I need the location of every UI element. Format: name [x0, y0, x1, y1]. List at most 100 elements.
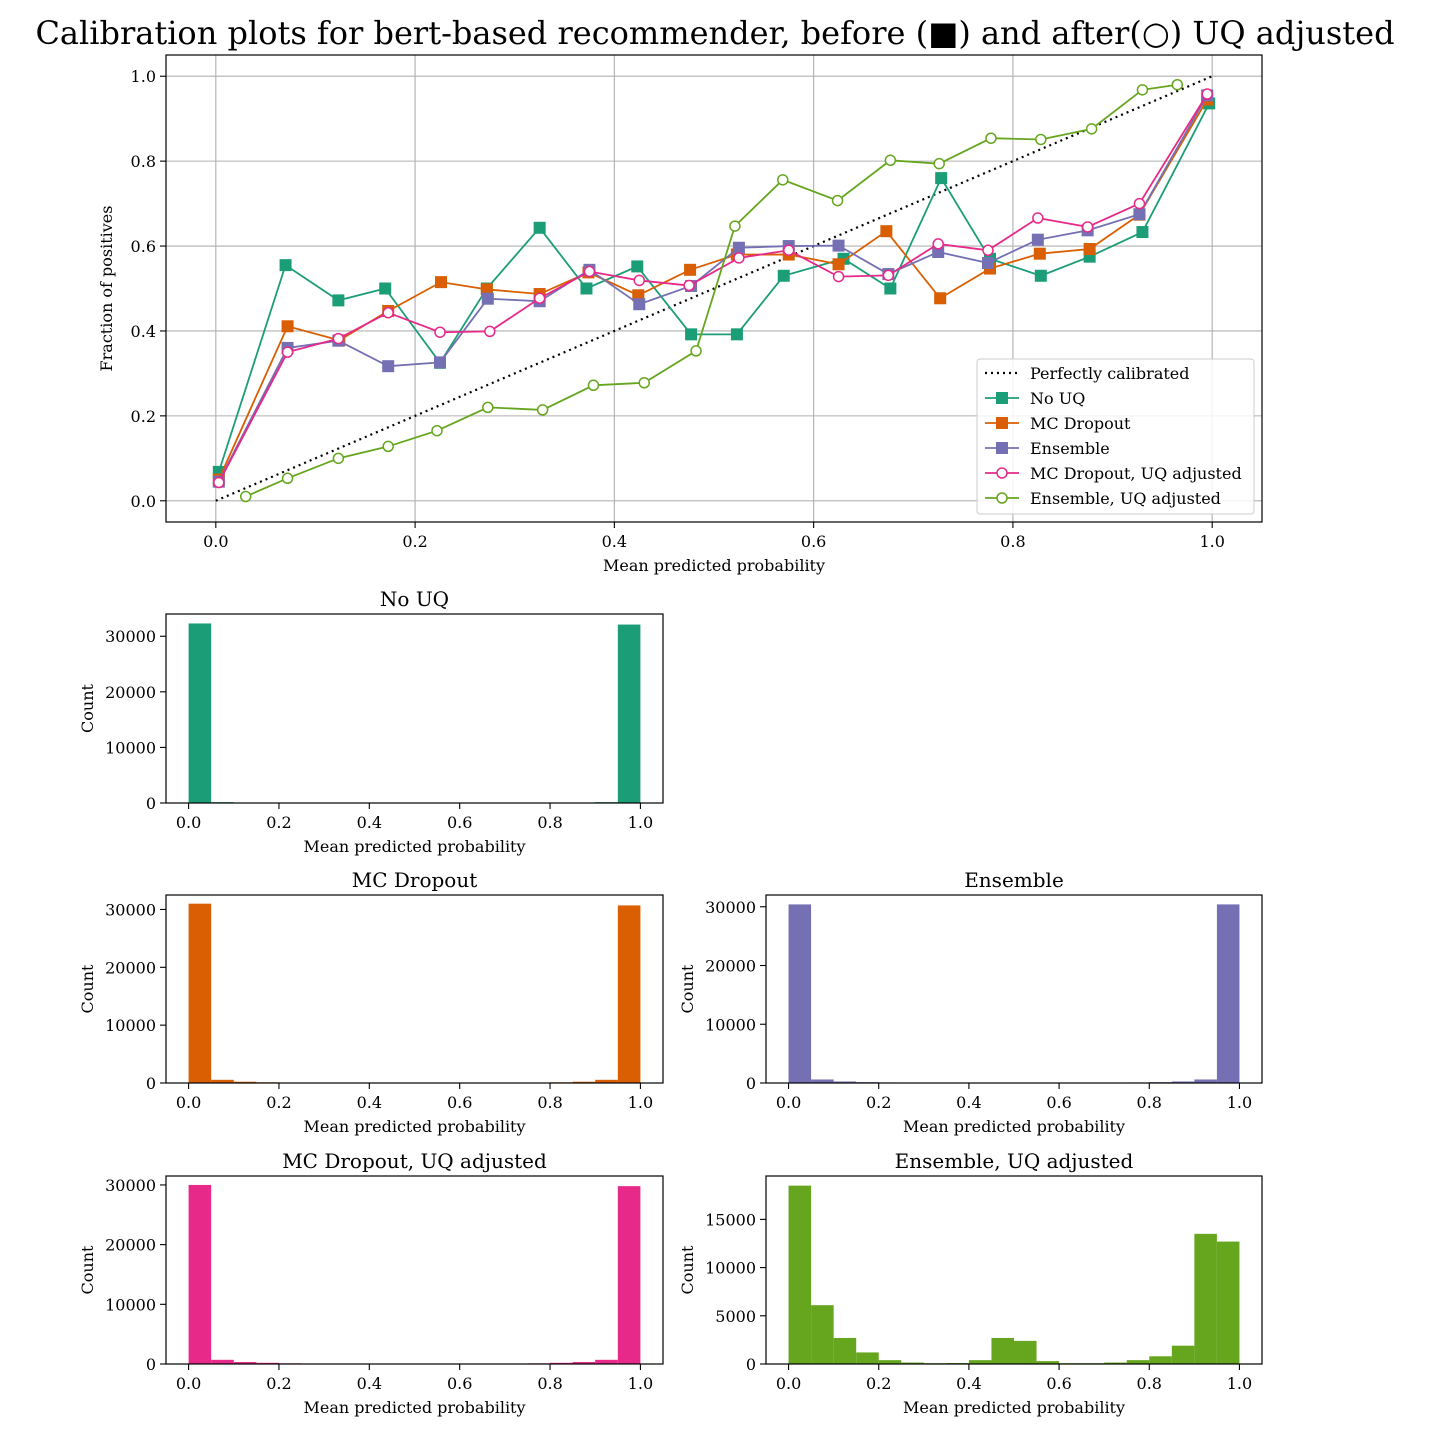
histogram-bar [788, 1185, 812, 1364]
x-tick-label: 0.0 [176, 813, 201, 832]
data-point-square [685, 328, 698, 341]
x-tick-label: 1.0 [1227, 1374, 1252, 1393]
x-axis-label: Mean predicted probability [303, 1117, 525, 1136]
hist-ensemble-uq: 0.0 0.2 0.4 0.6 0.8 1.0 0 5000 10000 15000 Ensembl… [678, 1149, 1263, 1417]
data-point-square [935, 172, 948, 185]
x-tick-label: 0.2 [266, 1093, 291, 1112]
data-point-circle [533, 292, 546, 305]
y-tick-label: 20000 [105, 958, 156, 977]
x-tick-label: 0.6 [1046, 1374, 1071, 1393]
data-point-square [730, 328, 743, 341]
y-tick-label: 0 [146, 1355, 156, 1374]
histogram-bar [595, 1079, 618, 1083]
data-point-circle [1171, 78, 1184, 91]
series-line [218, 94, 1208, 483]
data-point-square [732, 241, 745, 254]
x-tick-label: 0.4 [357, 813, 382, 832]
x-tick-label: 0.8 [1137, 1093, 1162, 1112]
data-point-circle [583, 265, 596, 278]
data-point-square [996, 442, 1008, 454]
y-tick-label: 0 [146, 794, 156, 813]
x-tick-label: 0.6 [801, 532, 826, 551]
data-point-circle [690, 345, 702, 357]
y-tick-label: 15000 [705, 1210, 756, 1229]
x-tick-label: 0.8 [1137, 1374, 1162, 1393]
histogram-bar [811, 1305, 834, 1364]
data-point-square [832, 258, 845, 271]
x-tick-label: 0.0 [776, 1374, 801, 1393]
y-axis-label: Count [78, 1245, 97, 1294]
histogram-bar [572, 1362, 596, 1364]
histogram-bar [617, 1186, 641, 1364]
series-line [217, 102, 1210, 473]
calibration-chart: 0.0 0.2 0.4 0.6 0.8 1.0 0.0 0.2 0.4 0.6 0.8 1.0 Mean… [97, 54, 1263, 575]
x-tick-label: 0.2 [266, 1374, 291, 1393]
data-point-circle [776, 174, 789, 186]
data-point-circle [782, 244, 795, 257]
histogram-bar [188, 903, 212, 1083]
y-tick-label: 10000 [105, 1016, 156, 1035]
series-mc-dropout-uq-adjusted [213, 88, 1213, 489]
data-point-square [1133, 208, 1146, 221]
y-tick-label: 20000 [705, 957, 756, 976]
data-point-square [580, 282, 593, 295]
legend: Perfectly calibrated No UQ MC Dropout Ensem… [976, 358, 1255, 515]
y-tick-label: 0.4 [131, 322, 156, 341]
y-tick-label: 30000 [105, 627, 156, 646]
data-point-circle [982, 244, 994, 257]
data-point-square [777, 269, 790, 282]
x-axis-label: Mean predicted probability [903, 1117, 1125, 1136]
data-point-square [434, 276, 447, 289]
data-point-circle [832, 270, 845, 283]
y-axis-label: Fraction of positives [97, 206, 116, 372]
x-tick-label: 0.8 [537, 1093, 562, 1112]
legend-label: Perfectly calibrated [1030, 364, 1190, 383]
data-point-square [684, 263, 697, 276]
histogram-bar [788, 904, 812, 1083]
data-point-circle [996, 467, 1008, 479]
data-point-square [379, 282, 392, 295]
histogram-bar [595, 1359, 618, 1364]
histogram-bar [211, 1359, 234, 1364]
y-tick-label: 20000 [105, 1236, 156, 1255]
axes-title: No UQ [380, 587, 449, 611]
bars [188, 903, 641, 1083]
histogram-bar [572, 1081, 596, 1083]
data-point-circle [482, 401, 494, 414]
data-point-square [1033, 247, 1046, 260]
legend-label: MC Dropout [1030, 414, 1131, 433]
data-point-square [1083, 243, 1096, 256]
histogram-bar [211, 1079, 234, 1083]
legend-item: No UQ [985, 389, 1085, 408]
series-line [215, 75, 1213, 502]
series-perfectly-calibrated [215, 75, 1213, 502]
x-tick-label: 0.0 [203, 532, 228, 551]
data-point-square [996, 417, 1008, 429]
x-tick-label: 0.6 [1046, 1093, 1071, 1112]
y-tick-label: 1.0 [131, 67, 156, 86]
data-point-square [279, 259, 292, 272]
axes-frame [765, 1175, 1263, 1365]
data-point-circle [831, 194, 844, 207]
y-tick-label: 0 [746, 1355, 756, 1374]
legend-item: MC Dropout, UQ adjusted [985, 464, 1242, 483]
histogram-bar [1171, 1081, 1195, 1083]
x-tick-label: 0.0 [176, 1374, 201, 1393]
histogram-bar [833, 1081, 857, 1083]
legend-label: Ensemble, UQ adjusted [1030, 489, 1221, 508]
histogram-bar [1216, 1241, 1240, 1364]
y-tick-label: 10000 [105, 1295, 156, 1314]
x-axis-label: Mean predicted probability [903, 1398, 1125, 1417]
axes-frame [765, 894, 1263, 1084]
data-point-circle [281, 472, 294, 485]
histogram-bar [1149, 1356, 1172, 1364]
x-tick-label: 0.6 [447, 813, 472, 832]
legend-item: Ensemble, UQ adjusted [985, 489, 1221, 508]
histogram-bar [1216, 904, 1240, 1083]
x-tick-label: 0.8 [1000, 532, 1025, 551]
data-point-circle [1136, 84, 1149, 96]
histogram-bar [233, 1362, 257, 1364]
histogram-bar [1104, 1362, 1127, 1364]
axes-title: MC Dropout [352, 868, 478, 892]
